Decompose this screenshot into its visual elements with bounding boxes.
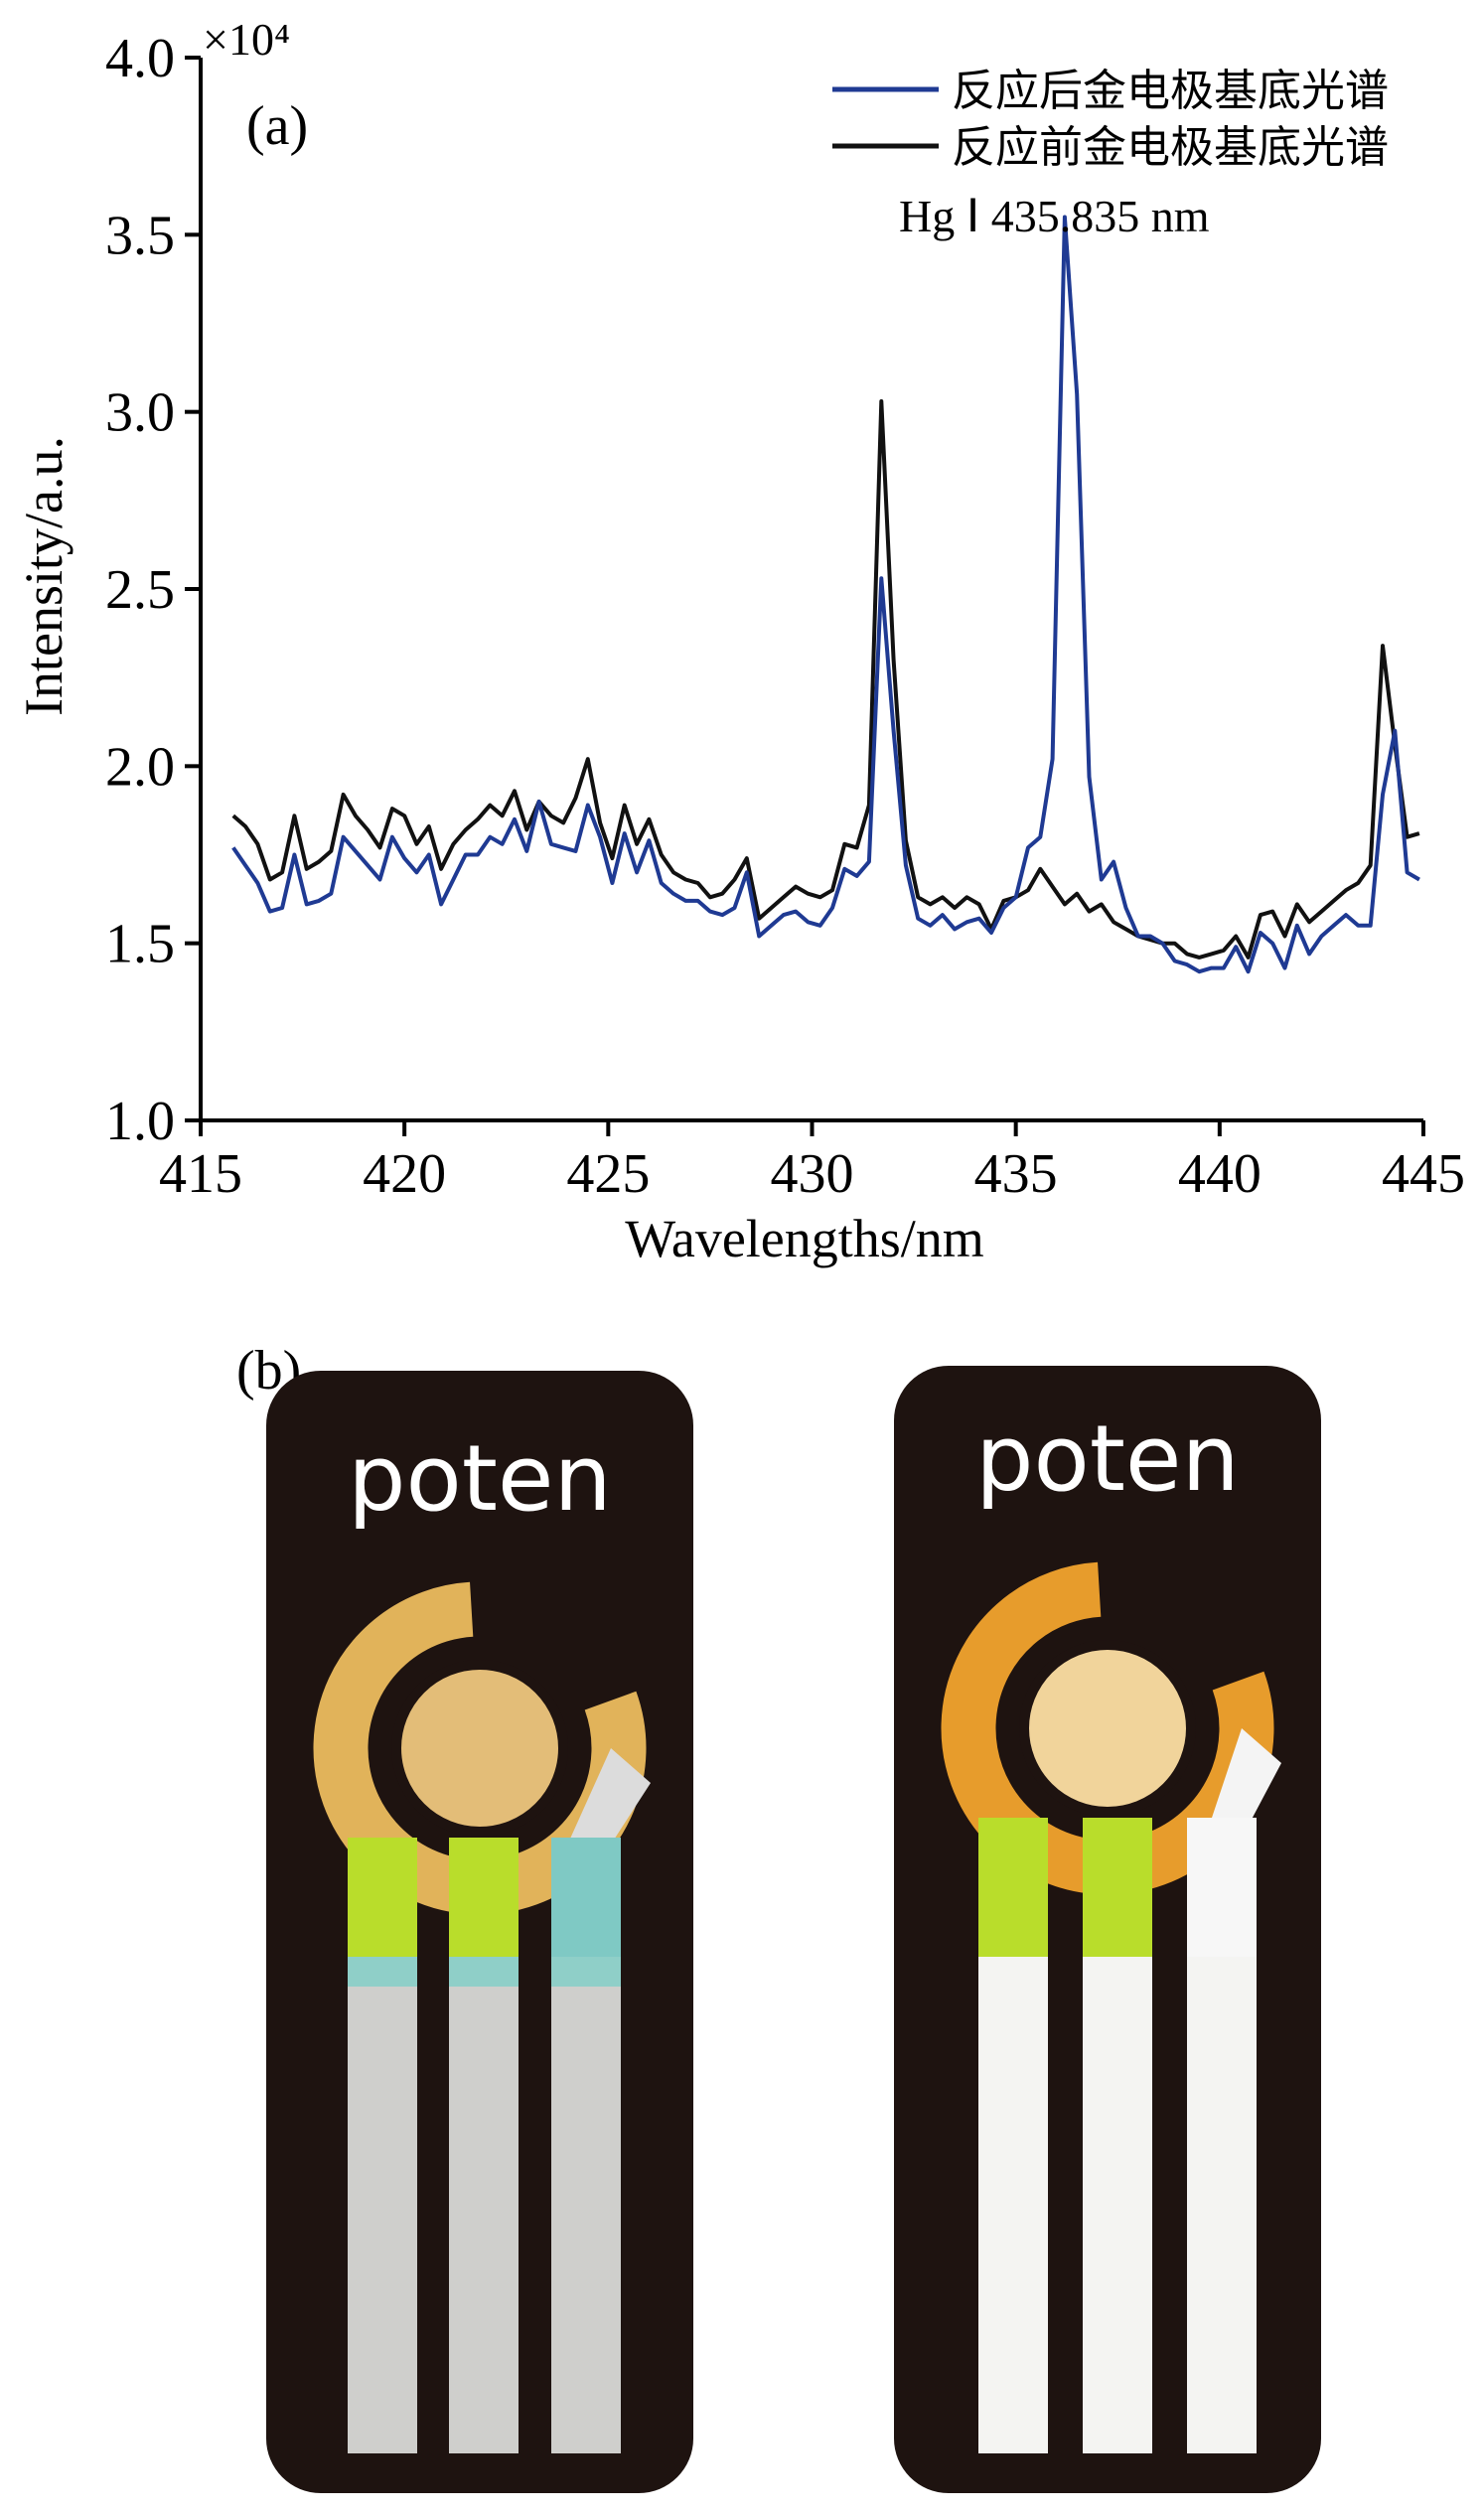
y-tick-label: 4.0 — [105, 28, 175, 89]
y-tick-label: 3.5 — [105, 205, 175, 266]
y-tick-label: 3.0 — [105, 382, 175, 444]
electrode-gap-ring — [1019, 1640, 1196, 1817]
lead-track — [348, 1987, 417, 2453]
x-axis-title: Wavelengths/nm — [625, 1209, 984, 1268]
x-tick-label: 435 — [974, 1143, 1058, 1205]
contact-pad-green — [449, 1838, 519, 1957]
x-tick-label: 415 — [159, 1143, 242, 1205]
peak-annotation: Hg Ⅰ 435.835 nm — [899, 191, 1210, 241]
electrode-gap-ring — [391, 1660, 568, 1837]
contact-band — [348, 1957, 417, 1987]
panel-a-label: (a) — [246, 95, 308, 157]
y-tick-label: 2.0 — [105, 736, 175, 798]
lead-track — [1187, 1957, 1257, 2453]
y-tick-label: 2.5 — [105, 559, 175, 621]
x-tick-label: 420 — [363, 1143, 446, 1205]
contact-band — [449, 1957, 519, 1987]
series-layer — [231, 215, 1420, 974]
x-tick-label: 440 — [1178, 1143, 1261, 1205]
axes: 415 420 425 430 435 440 445 1.0 1.5 2.0 2.5 3.0 3.5 4… — [105, 28, 1465, 1205]
x-tick-label: 425 — [566, 1143, 650, 1205]
lead-track — [551, 1987, 621, 2453]
electrode-logo: poten — [975, 1405, 1240, 1512]
working-electrode-disc — [1028, 1649, 1187, 1808]
x-tick-label: 430 — [771, 1143, 854, 1205]
lead-track — [1083, 1957, 1152, 2453]
contact-pad-white — [1187, 1818, 1257, 1957]
spectrum-chart: 415 420 425 430 435 440 445 1.0 1.5 2.0 2.5 3.0 3.5 4… — [14, 14, 1465, 1268]
contact-pad-cyan — [551, 1838, 621, 1957]
lead-track — [449, 1987, 519, 2453]
electrode-logo: poten — [348, 1425, 612, 1532]
series-line-after — [231, 215, 1420, 974]
contact-pad-green — [978, 1818, 1048, 1957]
contact-pad-green — [1083, 1818, 1152, 1957]
legend-label-before: 反应前金电极基底光谱 — [952, 122, 1389, 173]
legend-label-after: 反应后金电极基底光谱 — [952, 66, 1389, 116]
y-axis-title: Intensity/a.u. — [14, 436, 74, 716]
contact-pad-green — [348, 1838, 417, 1957]
x-tick-label: 445 — [1382, 1143, 1465, 1205]
y-tick-label: 1.0 — [105, 1091, 175, 1152]
legend: 反应后金电极基底光谱 反应前金电极基底光谱 — [832, 66, 1389, 173]
counter-electrode-ring — [941, 1561, 1274, 1895]
series-line-before — [231, 399, 1420, 960]
working-electrode-disc — [400, 1669, 559, 1828]
y-tick-label: 1.5 — [105, 914, 175, 975]
counter-electrode-ring — [313, 1581, 647, 1915]
contact-band — [551, 1957, 621, 1987]
electrode-after: poten — [894, 1366, 1321, 2493]
lead-track — [978, 1957, 1048, 2453]
y-multiplier-label: ×10⁴ — [203, 14, 290, 65]
electrode-before: poten — [266, 1371, 693, 2493]
